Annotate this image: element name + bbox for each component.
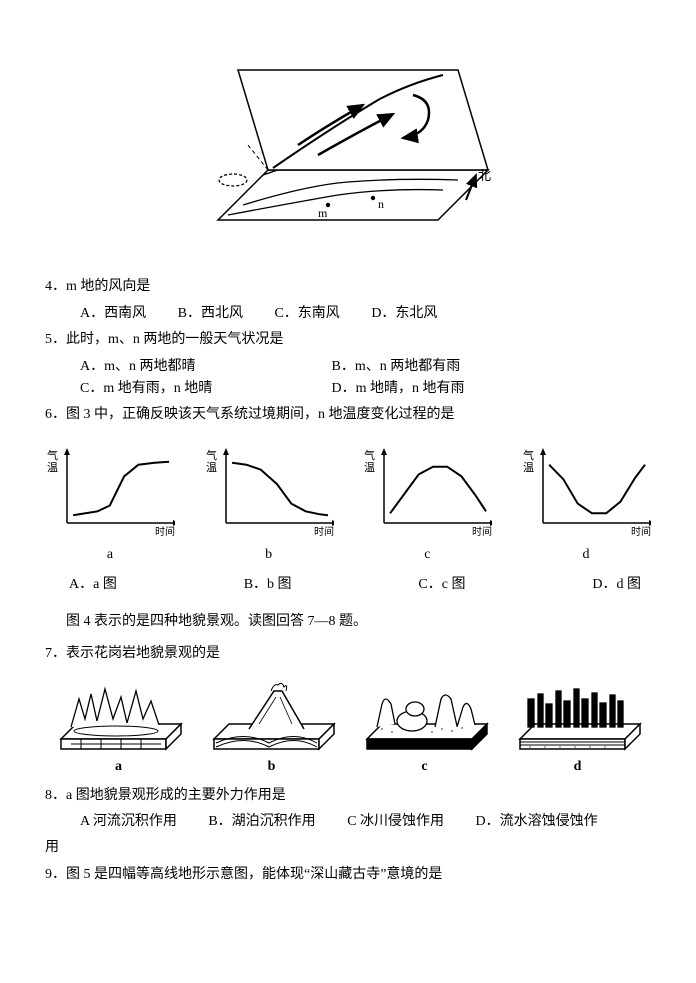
landform-c: c: [357, 679, 492, 778]
q8-tail: 用: [45, 837, 651, 859]
n-label: n: [378, 197, 384, 211]
m-label: m: [318, 206, 328, 220]
chart-a-label: a: [45, 544, 175, 566]
q6-choice-d: D．d 图: [592, 574, 641, 596]
q8-choices: A 河流沉积作用 B．湖泊沉积作用 C 冰川侵蚀作用 D．流水溶蚀侵蚀作: [45, 811, 651, 833]
q8-choice-b: B．湖泊沉积作用: [208, 811, 315, 833]
svg-text:气: 气: [523, 448, 534, 462]
svg-text:气: 气: [47, 448, 58, 462]
svg-text:时间: 时间: [631, 525, 651, 538]
svg-text:温: 温: [206, 461, 217, 474]
landform-b: b: [204, 679, 339, 778]
north-label: 北: [478, 168, 491, 183]
q4-choice-c: C．东南风: [274, 303, 339, 325]
q4-choice-a: A．西南风: [80, 303, 146, 325]
q6-choice-b: B．b 图: [244, 574, 292, 596]
q5-choice-d: D．m 地晴，n 地有雨: [332, 378, 465, 400]
landforms: a b: [45, 679, 651, 778]
landform-a-label: a: [51, 756, 186, 778]
q6-stem: 6．图 3 中，正确反映该天气系统过境期间，n 地温度变化过程的是: [45, 404, 651, 426]
svg-text:时间: 时间: [314, 525, 334, 538]
q6-choice-a: A．a 图: [69, 574, 117, 596]
chart-a: 气温时间 a: [45, 445, 175, 566]
q8-choice-a: A 河流沉积作用: [80, 811, 177, 833]
landform-b-label: b: [204, 756, 339, 778]
q8-choice-c: C 冰川侵蚀作用: [347, 811, 444, 833]
q5-stem: 5．此时，m、n 两地的一般天气状况是: [45, 329, 651, 351]
landform-d-label: d: [510, 756, 645, 778]
q8-stem: 8．a 图地貌景观形成的主要外力作用是: [45, 785, 651, 807]
landform-d: d: [510, 679, 645, 778]
q9-stem: 9．图 5 是四幅等高线地形示意图，能体现“深山藏古寺”意境的是: [45, 864, 651, 886]
chart-c: 气温时间 c: [362, 445, 492, 566]
chart-d-label: d: [521, 544, 651, 566]
q4-choices: A．西南风 B．西北风 C．东南风 D．东北风: [45, 303, 651, 325]
chart-b-label: b: [204, 544, 334, 566]
landform-c-label: c: [357, 756, 492, 778]
svg-text:温: 温: [47, 461, 58, 474]
svg-text:温: 温: [523, 461, 534, 474]
q5-choice-a: A．m、n 两地都晴: [80, 356, 300, 378]
svg-text:气: 气: [364, 448, 375, 462]
chart-b: 气温时间 b: [204, 445, 334, 566]
q5-choices: A．m、n 两地都晴 B．m、n 两地都有雨 C．m 地有雨，n 地晴 D．m …: [45, 356, 651, 401]
q7-stem: 7．表示花岗岩地貌景观的是: [45, 643, 651, 665]
chart-d: 气温时间 d: [521, 445, 651, 566]
q8-choice-d: D．流水溶蚀侵蚀作: [476, 811, 598, 833]
intro-78: 图 4 表示的是四种地貌景观。读图回答 7—8 题。: [45, 611, 651, 633]
q4-stem: 4．m 地的风向是: [45, 276, 651, 298]
q5-choice-c: C．m 地有雨，n 地晴: [80, 378, 300, 400]
chart-c-label: c: [362, 544, 492, 566]
svg-text:气: 气: [206, 448, 217, 462]
q4-choice-d: D．东北风: [371, 303, 437, 325]
weather-system-diagram: m n 北: [188, 50, 508, 258]
landform-a: a: [51, 679, 186, 778]
svg-text:温: 温: [364, 461, 375, 474]
q6-choices: A．a 图 B．b 图 C．c 图 D．d 图: [45, 574, 651, 596]
svg-text:时间: 时间: [155, 525, 175, 538]
svg-text:时间: 时间: [472, 525, 492, 538]
q6-choice-c: C．c 图: [418, 574, 465, 596]
q6-charts: 气温时间 a 气温时间 b 气温时间 c 气温时间 d: [45, 445, 651, 566]
q5-choice-b: B．m、n 两地都有雨: [332, 356, 461, 378]
q4-choice-b: B．西北风: [178, 303, 243, 325]
